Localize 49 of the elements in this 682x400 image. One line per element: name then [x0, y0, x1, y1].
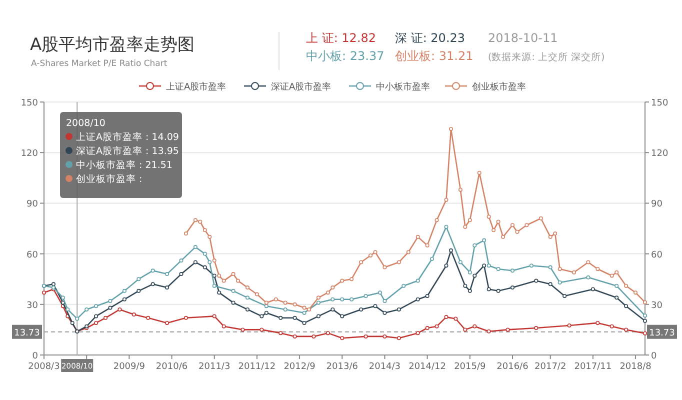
x-tick-label: 2009/9 — [113, 362, 146, 372]
x-tick-label: 2008/3 — [28, 362, 60, 372]
annotation: 上 证: 12.82 — [306, 31, 376, 45]
annotation: 2018-10-11 — [488, 31, 558, 45]
y2-tick-label: 90 — [651, 200, 663, 210]
x-tick-label: 2017/2 — [534, 362, 566, 372]
annotation: 2008/10 — [66, 118, 106, 129]
annotation: 深 证: 20.23 — [395, 31, 466, 45]
y2-tick-label: 30 — [651, 300, 663, 311]
x-tick-label: 2015/9 — [454, 362, 486, 372]
x-tick-label: 2018/8 — [620, 362, 652, 372]
ref-line-label: 13.73 — [14, 328, 40, 338]
x-tick-label: 2016/6 — [496, 362, 529, 372]
legend-label: 创业板市盈率 — [472, 82, 526, 92]
x-tick-label: 2017/11 — [574, 362, 612, 372]
y2-tick-label: 150 — [651, 98, 668, 108]
annotation: 中小板市盈率 : 21.51 — [76, 159, 172, 171]
x-tick-label: 2012/9 — [284, 362, 316, 372]
y2-tick-label: 60 — [651, 250, 663, 260]
y-tick-label: 0 — [32, 352, 38, 362]
y2-tick-label: 120 — [651, 149, 668, 160]
legend-item: 中小板市盈率 — [349, 82, 430, 92]
x-tick-label: 2014/3 — [368, 362, 401, 372]
annotation: (数据来源: 上交所 深交所) — [488, 52, 605, 63]
legend-item: 深证A股市盈率 — [244, 82, 332, 92]
x-tick-label: 2011/3 — [198, 362, 230, 372]
y-tick-label: 60 — [26, 250, 38, 260]
annotation: 创业板: 31.21 — [395, 49, 474, 63]
y-tick-label: 30 — [26, 300, 38, 311]
legend-label: 深证A股市盈率 — [271, 82, 332, 92]
annotation: 创业板市盈率 : — [76, 173, 142, 185]
legend-label: 上证A股市盈率 — [166, 82, 226, 92]
legend-item: 创业板市盈率 — [445, 82, 526, 92]
legend-item: 上证A股市盈率 — [139, 82, 226, 92]
chart-title: A股平均市盈率走势图 — [30, 35, 195, 55]
y-tick-label: 150 — [20, 98, 38, 108]
x-tick-label: 2010/6 — [156, 362, 188, 372]
annotation: 上证A股市盈率 : 14.09 — [76, 131, 179, 143]
chart-subtitle: A-Shares Market P/E Ratio Chart — [31, 59, 168, 69]
x-tick-label: 2014/12 — [408, 362, 446, 372]
x-tick-label: 2011/12 — [238, 362, 276, 372]
y-tick-label: 120 — [20, 149, 38, 160]
annotation: 中小板: 23.37 — [306, 49, 384, 63]
y2-tick-label: 0 — [651, 352, 657, 362]
x-tick-label: 2013/6 — [326, 362, 358, 372]
annotation: 深证A股市盈率 : 13.95 — [76, 145, 179, 157]
text: 13.73 — [649, 328, 675, 338]
y-tick-label: 90 — [26, 200, 38, 210]
legend-label: 中小板市盈率 — [376, 82, 430, 92]
